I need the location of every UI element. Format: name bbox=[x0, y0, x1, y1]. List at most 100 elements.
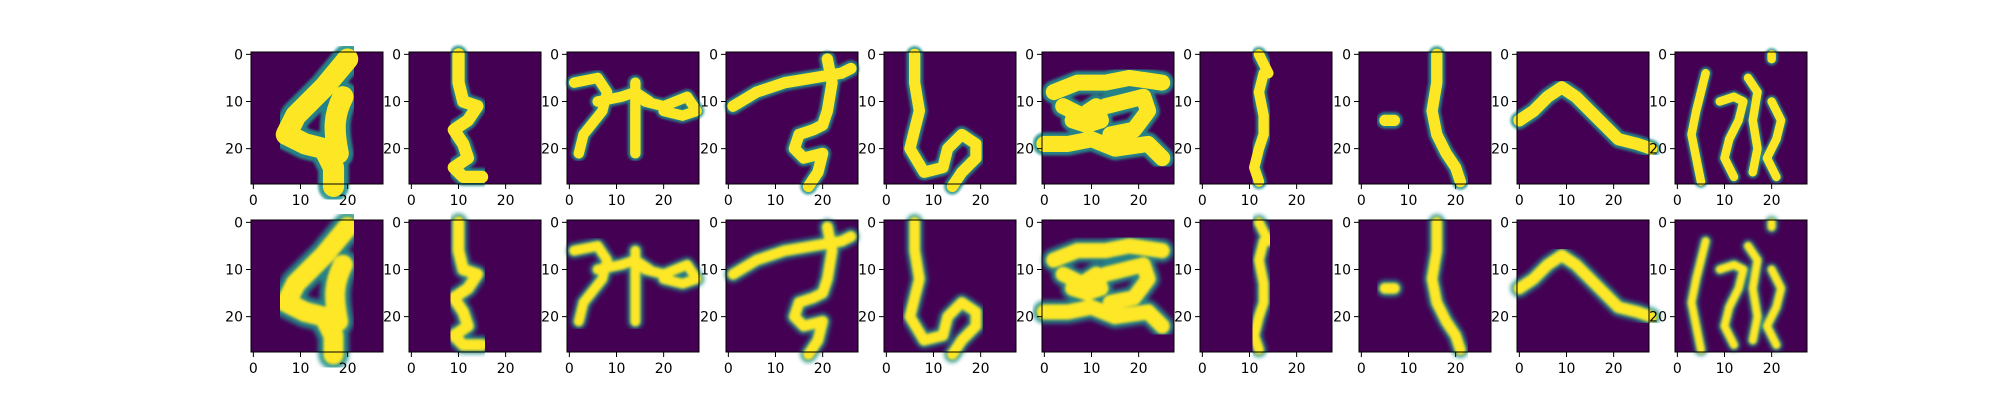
axes-frame bbox=[1674, 51, 1808, 185]
y-tick-label: 10 bbox=[700, 263, 718, 279]
x-tick-label: 0 bbox=[1515, 361, 1524, 377]
axes-frame bbox=[408, 219, 542, 353]
x-tick-label: 10 bbox=[1241, 361, 1259, 377]
image-panel-reconstruction-10: 0 10 20 0 10 20 bbox=[1649, 215, 1808, 377]
y-tick-label: 20 bbox=[1174, 310, 1192, 326]
axes-frame bbox=[566, 219, 700, 353]
x-tick-label: 10 bbox=[1400, 361, 1418, 377]
glyph-stroke-core bbox=[1036, 238, 1170, 334]
image-background bbox=[1517, 52, 1649, 184]
y-tick-label: 20 bbox=[1649, 142, 1667, 158]
x-tick-label: 0 bbox=[249, 361, 258, 377]
x-tick-label: 0 bbox=[1198, 361, 1207, 377]
y-tick-label: 10 bbox=[858, 95, 876, 111]
x-tick-label: 10 bbox=[1083, 193, 1101, 209]
image-panel-reconstruction-4: 0 10 20 0 10 20 bbox=[700, 215, 860, 377]
image-panel-reconstruction-9: 0 10 20 0 10 20 bbox=[1491, 215, 1661, 377]
axes-frame bbox=[1199, 219, 1333, 353]
y-tick-label: 10 bbox=[1016, 95, 1034, 111]
x-tick-label: 0 bbox=[1357, 361, 1366, 377]
x-tick-label: 0 bbox=[1515, 193, 1524, 209]
x-tick-label: 20 bbox=[1288, 193, 1306, 209]
y-tick-label: 10 bbox=[541, 263, 559, 279]
x-tick-label: 20 bbox=[497, 361, 515, 377]
glyph-stroke-core bbox=[1513, 81, 1658, 155]
x-tick-label: 20 bbox=[1447, 361, 1465, 377]
y-tick-label: 10 bbox=[1333, 95, 1351, 111]
y-tick-label: 10 bbox=[1333, 263, 1351, 279]
image-panel-original-5: 0 10 20 0 10 20 bbox=[858, 46, 1017, 209]
axes-frame bbox=[408, 51, 542, 185]
image-panel-reconstruction-3: 0 10 20 0 10 20 bbox=[541, 215, 705, 377]
x-tick-label: 20 bbox=[1763, 193, 1781, 209]
y-tick-label: 0 bbox=[1658, 215, 1667, 231]
x-tick-label: 20 bbox=[814, 361, 832, 377]
axes-frame bbox=[1358, 51, 1492, 185]
axes-frame bbox=[250, 51, 384, 185]
image-panel-original-1: 0 10 20 0 10 20 bbox=[225, 43, 384, 209]
x-tick-label: 0 bbox=[565, 193, 574, 209]
axes-frame bbox=[725, 51, 859, 185]
x-tick-label: 10 bbox=[1558, 193, 1576, 209]
x-tick-label: 10 bbox=[292, 361, 310, 377]
x-tick-label: 0 bbox=[407, 361, 416, 377]
image-panel-original-7: 0 10 20 0 10 20 bbox=[1174, 46, 1333, 209]
x-tick-label: 20 bbox=[972, 193, 990, 209]
axes-frame bbox=[566, 51, 700, 185]
x-tick-label: 10 bbox=[925, 193, 943, 209]
x-tick-label: 10 bbox=[450, 361, 468, 377]
x-tick-label: 10 bbox=[1716, 361, 1734, 377]
glyph-stroke-core bbox=[275, 48, 359, 197]
x-tick-label: 10 bbox=[1558, 361, 1576, 377]
y-tick-label: 0 bbox=[1183, 47, 1192, 63]
y-tick-label: 10 bbox=[858, 263, 876, 279]
y-tick-label: 10 bbox=[1491, 263, 1509, 279]
x-tick-label: 20 bbox=[339, 361, 357, 377]
x-tick-label: 0 bbox=[1357, 193, 1366, 209]
image-panel-reconstruction-8: 0 10 20 0 10 20 bbox=[1333, 214, 1492, 377]
axes-frame bbox=[725, 219, 859, 353]
x-tick-label: 20 bbox=[655, 193, 673, 209]
y-tick-label: 0 bbox=[234, 47, 243, 63]
x-tick-label: 20 bbox=[1288, 361, 1306, 377]
x-tick-label: 0 bbox=[1673, 361, 1682, 377]
x-tick-label: 20 bbox=[497, 193, 515, 209]
y-tick-label: 10 bbox=[1174, 95, 1192, 111]
glyph-stroke-core bbox=[447, 48, 489, 184]
y-tick-label: 10 bbox=[225, 263, 243, 279]
x-tick-label: 0 bbox=[1040, 193, 1049, 209]
y-tick-label: 0 bbox=[1342, 47, 1351, 63]
y-tick-label: 0 bbox=[234, 215, 243, 231]
x-tick-label: 20 bbox=[1130, 361, 1148, 377]
y-tick-label: 0 bbox=[392, 47, 401, 63]
x-tick-label: 0 bbox=[1673, 193, 1682, 209]
x-tick-label: 0 bbox=[724, 361, 733, 377]
glyph-stroke-core bbox=[1379, 48, 1467, 188]
y-tick-label: 0 bbox=[1500, 47, 1509, 63]
axes-frame bbox=[250, 219, 384, 353]
glyph-stroke-core bbox=[1687, 50, 1786, 186]
glyph-stroke-core bbox=[568, 72, 702, 159]
y-tick-label: 10 bbox=[1174, 263, 1192, 279]
y-tick-label: 10 bbox=[225, 95, 243, 111]
x-tick-label: 20 bbox=[1447, 193, 1465, 209]
glyph-stroke-core bbox=[1513, 249, 1658, 323]
y-tick-label: 20 bbox=[1491, 310, 1509, 326]
x-tick-label: 10 bbox=[767, 361, 785, 377]
axes-frame bbox=[1674, 219, 1808, 353]
image-panel-reconstruction-5: 0 10 20 0 10 20 bbox=[858, 214, 1017, 377]
x-tick-label: 10 bbox=[450, 193, 468, 209]
x-tick-label: 10 bbox=[608, 193, 626, 209]
glyph-stroke-core bbox=[727, 221, 857, 360]
y-tick-label: 0 bbox=[1183, 215, 1192, 231]
y-tick-label: 10 bbox=[1491, 95, 1509, 111]
glyph-stroke-core bbox=[1036, 69, 1171, 167]
image-background bbox=[1517, 220, 1649, 352]
image-panel-reconstruction-2: 0 10 20 0 10 20 bbox=[383, 213, 542, 377]
x-tick-label: 10 bbox=[1716, 193, 1734, 209]
glyph-stroke-core bbox=[1249, 217, 1274, 355]
image-panel-reconstruction-7: 0 10 20 0 10 20 bbox=[1174, 214, 1333, 377]
image-panel-original-8: 0 10 20 0 10 20 bbox=[1333, 46, 1492, 209]
glyph-stroke-core bbox=[1249, 49, 1274, 187]
